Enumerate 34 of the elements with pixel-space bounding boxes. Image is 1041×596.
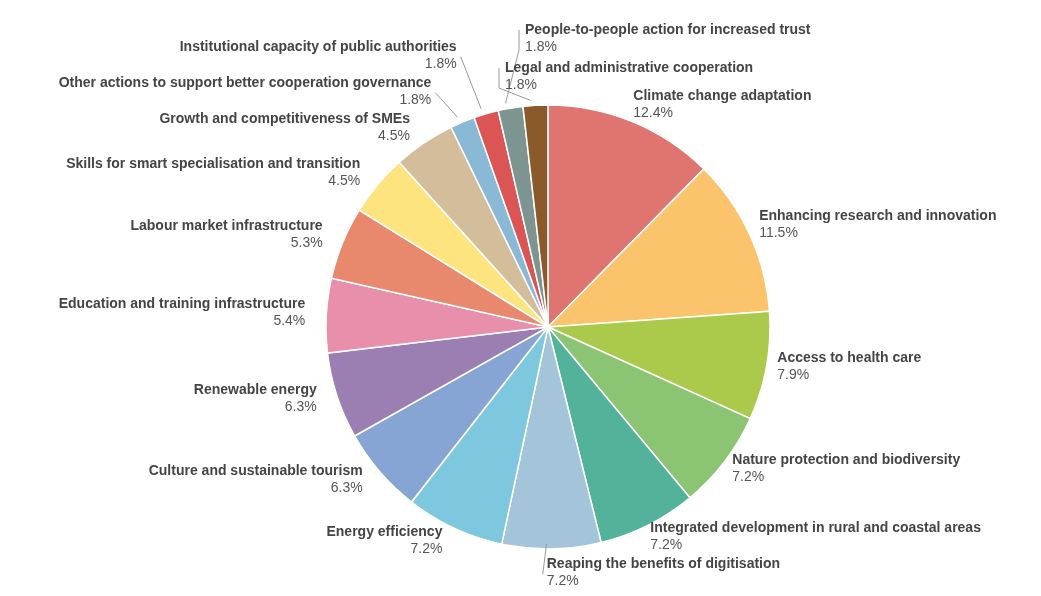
data-label: 4.5% (378, 126, 410, 143)
data-label: 7.2% (410, 539, 443, 556)
slice-label: Growth and competitiveness of SMEs (159, 109, 411, 126)
slice-label: Integrated development in rural and coastal areas (650, 519, 982, 536)
data-label: 11.5% (759, 224, 798, 241)
slice-label: Access to health care (777, 348, 922, 365)
data-label: 7.9% (777, 365, 810, 382)
slice-label: Climate change adaptation (633, 86, 812, 103)
data-label: 1.8% (399, 90, 432, 107)
slice-label: Reaping the benefits of digitisation (546, 555, 781, 572)
data-label: 5.3% (290, 234, 323, 251)
data-label: 12.4% (633, 103, 673, 120)
slice-label: Culture and sustainable tourism (148, 462, 363, 479)
slice-label: Labour market infrastructure (130, 217, 323, 234)
slice-label: Legal and administrative cooperation (505, 59, 754, 75)
slice-label: Enhancing research and innovation (759, 207, 997, 224)
data-label: 7.2% (650, 536, 683, 553)
data-label: 1.8% (525, 38, 557, 54)
data-label: 5.4% (273, 311, 306, 328)
slice-label: Education and training infrastructure (58, 294, 306, 311)
data-label: 4.5% (328, 171, 361, 188)
slice-label: People-to-people action for increased trust (525, 21, 811, 37)
slice-label: Nature protection and biodiversity (732, 451, 961, 468)
slice-label: Renewable energy (193, 380, 317, 397)
slice-label: Other actions to support better cooperation governance (58, 73, 432, 90)
data-label: 7.2% (732, 468, 765, 485)
slice-label: Skills for smart specialisation and transition (66, 154, 361, 171)
data-label: 7.2% (546, 572, 579, 589)
slice-label: Institutional capacity of public authorities (179, 37, 457, 54)
slice-label: Energy efficiency (326, 522, 443, 539)
data-label: 6.3% (284, 397, 317, 414)
data-label: 6.3% (330, 479, 363, 496)
data-label: 1.8% (424, 54, 457, 71)
data-label: 1.8% (505, 76, 537, 92)
